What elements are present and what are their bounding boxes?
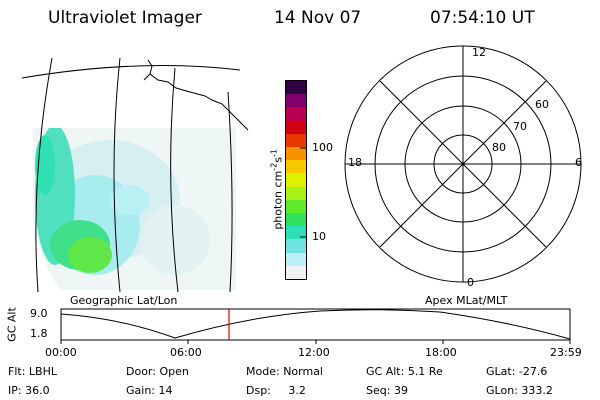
mlt-label-6: 6 bbox=[575, 156, 582, 169]
orbit-ytick-low: 1.8 bbox=[30, 327, 48, 340]
orbit-xtick-2359: 23:59 bbox=[550, 346, 582, 359]
colorbar-segment bbox=[286, 239, 306, 253]
coastline bbox=[143, 59, 249, 131]
orbit-xtick-0600: 06:00 bbox=[170, 346, 202, 359]
instrument-title: Ultraviolet Imager bbox=[48, 8, 202, 28]
polar-label: Apex MLat/MLT bbox=[425, 294, 508, 307]
orbit-plot-frame bbox=[60, 308, 571, 341]
polar-diagonal-2 bbox=[379, 80, 547, 248]
colorbar-segment bbox=[286, 160, 306, 174]
mlt-label-18: 18 bbox=[348, 156, 362, 169]
colorbar bbox=[285, 80, 307, 280]
altitude-curve bbox=[60, 309, 571, 340]
status-filter: Flt: LBHL bbox=[8, 365, 57, 378]
mlt-label-0: 0 bbox=[467, 276, 474, 289]
colorbar-segment bbox=[286, 226, 306, 240]
colorbar-segment bbox=[286, 199, 306, 213]
orbit-xtick-1200: 12:00 bbox=[298, 346, 330, 359]
colorbar-tick-100: 100 bbox=[312, 141, 333, 154]
status-ip: IP: 36.0 bbox=[8, 384, 50, 397]
status-glat: GLat: -27.6 bbox=[486, 365, 548, 378]
orbit-xtick-0000: 00:00 bbox=[45, 346, 77, 359]
colorbar-segment bbox=[286, 94, 306, 108]
status-gain: Gain: 14 bbox=[126, 384, 173, 397]
mlat-label-70: 70 bbox=[513, 120, 527, 133]
mlat-label-80: 80 bbox=[492, 141, 506, 154]
colorbar-segment bbox=[286, 252, 306, 266]
aurora-emission-image bbox=[33, 128, 236, 290]
map-label: Geographic Lat/Lon bbox=[70, 294, 178, 307]
status-seq: Seq: 39 bbox=[366, 384, 408, 397]
date-label: 14 Nov 07 bbox=[274, 8, 362, 28]
orbit-ytick-high: 9.0 bbox=[30, 307, 48, 320]
colorbar-segment bbox=[286, 265, 306, 279]
orbit-x-ticks bbox=[60, 340, 571, 344]
colorbar-segment bbox=[286, 173, 306, 187]
status-mode: Mode: Normal bbox=[246, 365, 323, 378]
mlt-label-12: 12 bbox=[472, 46, 486, 59]
colorbar-segment bbox=[286, 133, 306, 147]
status-gc-alt: GC Alt: 5.1 Re bbox=[366, 365, 443, 378]
time-label: 07:54:10 UT bbox=[430, 8, 535, 28]
colorbar-segment bbox=[286, 212, 306, 227]
colorbar-tick-10: 10 bbox=[312, 230, 326, 243]
colorbar-segment bbox=[286, 120, 306, 134]
orbit-xtick-1800: 18:00 bbox=[425, 346, 457, 359]
status-door: Door: Open bbox=[126, 365, 189, 378]
map-gridlines bbox=[21, 57, 241, 293]
mlat-label-60: 60 bbox=[535, 98, 549, 111]
colorbar-segment bbox=[286, 146, 306, 161]
status-dsp: Dsp: 3.2 bbox=[246, 384, 306, 397]
colorbar-segment bbox=[286, 107, 306, 121]
colorbar-segment bbox=[286, 81, 306, 95]
status-glon: GLon: 333.2 bbox=[486, 384, 553, 397]
orbit-ylabel: GC Alt bbox=[5, 307, 19, 342]
colorbar-segment bbox=[286, 186, 306, 200]
